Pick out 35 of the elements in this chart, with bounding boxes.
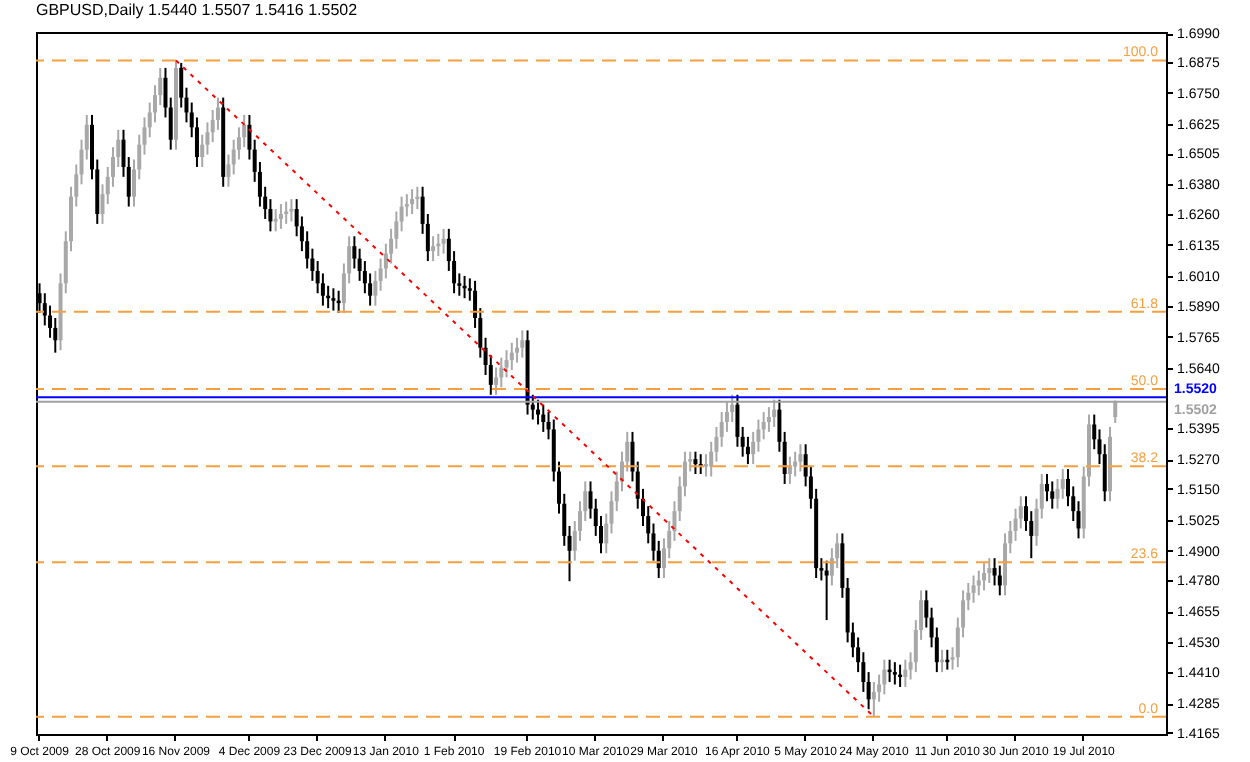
candlestick xyxy=(278,203,283,230)
candlestick xyxy=(499,356,504,389)
candlestick xyxy=(766,406,771,433)
candlestick xyxy=(987,557,992,584)
candlestick xyxy=(982,562,987,592)
candlestick xyxy=(798,443,803,473)
candlestick xyxy=(1045,473,1050,503)
candlestick xyxy=(871,681,876,718)
candlestick xyxy=(410,188,415,215)
candlestick xyxy=(520,329,525,359)
candlestick xyxy=(793,450,798,478)
candlestick xyxy=(515,336,520,364)
candlestick xyxy=(441,227,446,255)
candlestick xyxy=(693,450,698,475)
candlestick xyxy=(1050,480,1055,510)
candlestick xyxy=(892,661,897,686)
candlestick xyxy=(882,658,887,696)
candlestick xyxy=(536,398,541,426)
candlestick xyxy=(541,403,546,433)
candlestick xyxy=(997,564,1002,597)
candlestick xyxy=(331,287,336,312)
candlestick xyxy=(745,435,750,466)
candlestick xyxy=(509,341,514,371)
candlestick xyxy=(903,658,908,688)
chart-title: GBPUSD,Daily 1.5440 1.5507 1.5416 1.5502 xyxy=(36,1,359,20)
candlestick xyxy=(431,235,436,263)
candlestick xyxy=(787,455,792,485)
candlestick xyxy=(824,559,829,622)
candlestick xyxy=(971,574,976,604)
candlestick xyxy=(504,349,509,379)
candlestick xyxy=(976,569,981,597)
candlestick xyxy=(1055,477,1060,510)
candlestick xyxy=(494,366,499,396)
candlestick xyxy=(992,557,997,587)
candlestick xyxy=(289,198,294,223)
